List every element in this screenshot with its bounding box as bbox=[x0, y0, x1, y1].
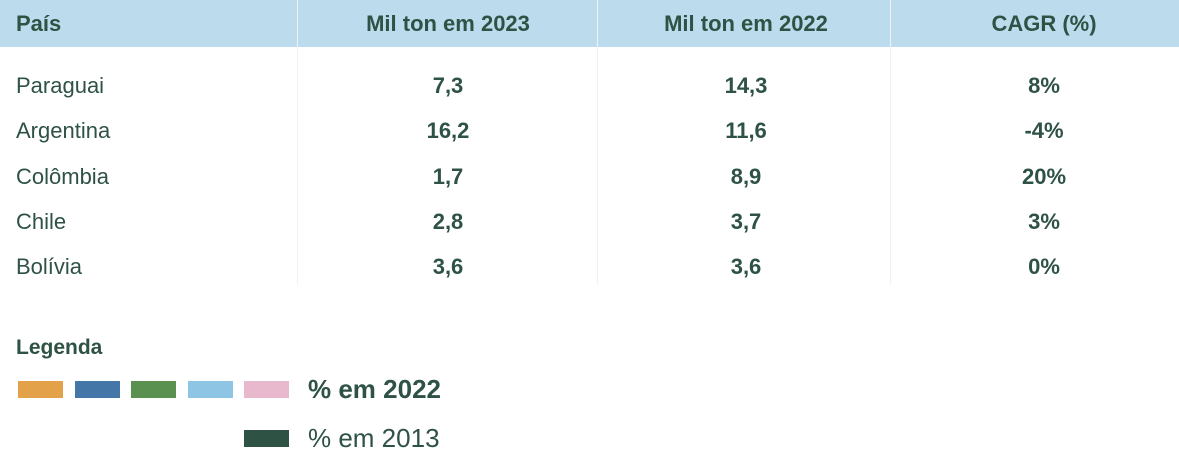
table-value: 0% bbox=[1028, 254, 1060, 279]
table-value: 1,7 bbox=[432, 164, 464, 189]
header-cell: CAGR (%) bbox=[991, 11, 1097, 36]
country-name: Bolívia bbox=[16, 254, 83, 279]
table-value: 8% bbox=[1028, 73, 1060, 98]
legend-swatch bbox=[244, 381, 289, 398]
table-value: 3,6 bbox=[730, 254, 762, 279]
legend-label: % em 2022 bbox=[308, 374, 441, 404]
header-cell: Mil ton em 2022 bbox=[664, 11, 828, 36]
table-value: 3,6 bbox=[432, 254, 464, 279]
legend-swatch bbox=[131, 381, 176, 398]
legend-swatch bbox=[244, 430, 289, 447]
legend-label: % em 2013 bbox=[308, 423, 440, 453]
table-value: 3% bbox=[1028, 209, 1060, 234]
table-value: 16,2 bbox=[426, 118, 470, 143]
table-value: 3,7 bbox=[730, 209, 762, 234]
legend-title: Legenda bbox=[16, 336, 103, 359]
column-separator bbox=[297, 0, 298, 285]
table-value: 2,8 bbox=[432, 209, 464, 234]
column-separator bbox=[890, 0, 891, 285]
country-name: Paraguai bbox=[16, 73, 105, 98]
legend-swatch bbox=[18, 381, 63, 398]
table-header bbox=[0, 0, 1179, 47]
country-name: Argentina bbox=[16, 118, 111, 143]
table-value: 14,3 bbox=[724, 73, 768, 98]
column-separator bbox=[597, 0, 598, 285]
country-name: Chile bbox=[16, 209, 67, 234]
table-value: 8,9 bbox=[730, 164, 762, 189]
table-value: 11,6 bbox=[725, 118, 767, 143]
legend-swatch bbox=[187, 381, 233, 398]
country-name: Colômbia bbox=[16, 164, 109, 189]
table-value: -4% bbox=[1024, 118, 1064, 143]
legend-swatch bbox=[74, 381, 120, 398]
table-value: 20% bbox=[1021, 164, 1067, 189]
header-cell: País bbox=[16, 11, 62, 36]
header-cell: Mil ton em 2023 bbox=[366, 11, 530, 36]
table-value: 7,3 bbox=[432, 73, 464, 98]
